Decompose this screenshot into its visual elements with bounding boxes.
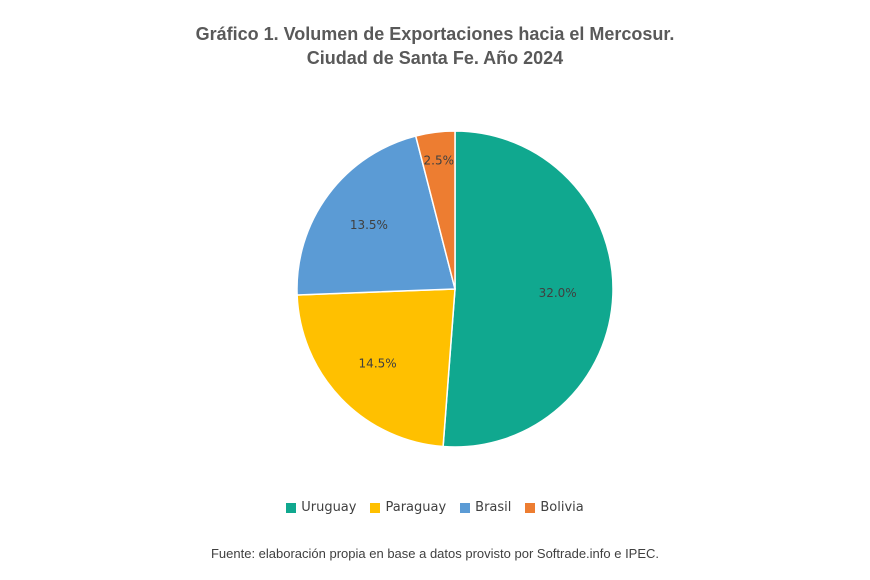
legend-label-bolivia: Bolivia: [540, 500, 584, 515]
chart-legend: Uruguay Paraguay Brasil Bolivia: [0, 500, 870, 515]
legend-label-uruguay: Uruguay: [301, 500, 357, 515]
chart-title: Gráfico 1. Volumen de Exportaciones haci…: [195, 24, 675, 44]
source-note: Fuente: elaboración propia en base a dat…: [210, 546, 660, 561]
legend-label-paraguay: Paraguay: [385, 500, 447, 515]
pie-slice-brasil: [296, 135, 456, 296]
data-label-brasil: 13.5%: [350, 218, 388, 232]
legend-item-brasil: Brasil: [460, 500, 511, 515]
legend-swatch-paraguay: [370, 502, 381, 513]
data-label-uruguay: 32.0%: [539, 286, 577, 300]
pie-slice-paraguay: [296, 288, 456, 448]
chart-subtitle: Ciudad de Santa Fe. Año 2024: [306, 48, 564, 68]
legend-swatch-uruguay: [286, 502, 297, 513]
legend-label-brasil: Brasil: [475, 500, 512, 515]
chart-title-block: Gráfico 1. Volumen de Exportaciones haci…: [0, 22, 870, 70]
legend-swatch-brasil: [460, 502, 471, 513]
data-label-bolivia: 2.5%: [424, 153, 455, 167]
legend-item-bolivia: Bolivia: [525, 500, 584, 515]
legend-swatch-bolivia: [525, 502, 536, 513]
legend-item-paraguay: Paraguay: [370, 500, 446, 515]
data-label-paraguay: 14.5%: [359, 357, 397, 371]
legend-item-uruguay: Uruguay: [286, 500, 356, 515]
pie-slice-bolivia: [414, 130, 456, 290]
pie-slice-uruguay: [442, 130, 614, 448]
pie-chart: 32.0% 14.5% 13.5% 2.5%: [296, 130, 614, 448]
